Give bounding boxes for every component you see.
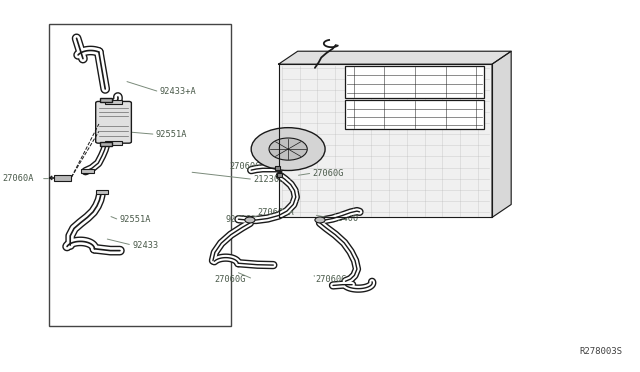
Circle shape (251, 128, 325, 170)
Bar (96, 190, 108, 194)
Bar (275, 166, 280, 170)
Bar (100, 99, 111, 102)
Circle shape (269, 138, 307, 160)
Text: 27060A: 27060A (3, 174, 34, 183)
Polygon shape (278, 64, 492, 217)
Text: SEE SEC.270: SEE SEC.270 (422, 118, 480, 127)
Text: 27060G: 27060G (312, 169, 344, 177)
Text: 92410: 92410 (226, 215, 252, 224)
Text: 27060G: 27060G (315, 275, 346, 283)
Bar (100, 142, 111, 146)
Text: 92400: 92400 (333, 214, 359, 223)
Text: 92551A: 92551A (156, 130, 187, 139)
Bar (346, 100, 484, 129)
FancyBboxPatch shape (96, 102, 131, 143)
Text: 92433+A: 92433+A (159, 87, 196, 96)
Text: 21230X: 21230X (253, 175, 285, 184)
Bar (54, 175, 72, 181)
Bar (346, 65, 484, 98)
Text: 92433: 92433 (132, 241, 158, 250)
Bar (276, 173, 282, 177)
Bar (105, 100, 122, 104)
Text: 27060G: 27060G (230, 162, 261, 171)
Circle shape (245, 217, 255, 223)
Circle shape (315, 217, 325, 223)
Bar (49, 23, 231, 326)
Text: 92551A: 92551A (119, 215, 151, 224)
Polygon shape (278, 51, 511, 64)
Text: R278003S: R278003S (580, 347, 623, 356)
Polygon shape (492, 51, 511, 217)
Bar (105, 141, 122, 145)
Text: 27060G: 27060G (215, 275, 246, 283)
Text: 27060GA: 27060GA (257, 208, 294, 217)
Bar (81, 169, 94, 173)
